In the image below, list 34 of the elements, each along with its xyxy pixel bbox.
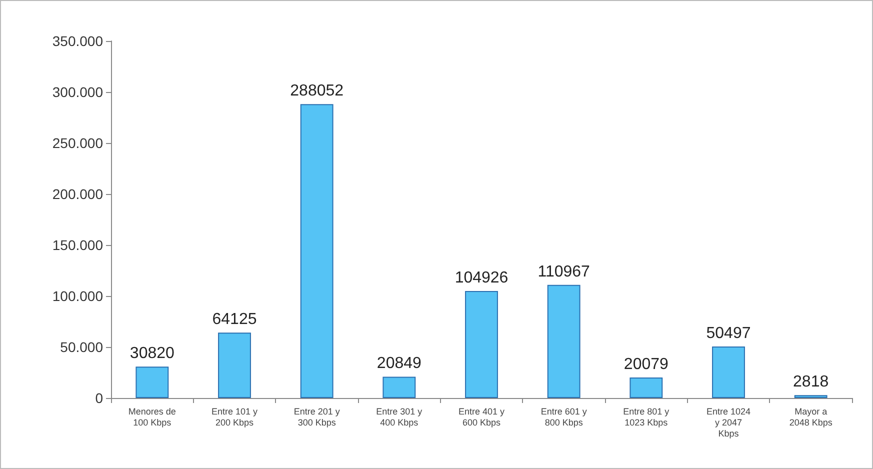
x-tick-label: Entre 301 y 400 Kbps [376, 406, 423, 428]
y-tick-label: 250.000 [52, 135, 104, 151]
data-label: 30820 [130, 345, 175, 362]
x-tick-label: Entre 201 y 300 Kbps [294, 406, 340, 428]
data-label: 20849 [376, 355, 422, 372]
bar [382, 376, 416, 398]
data-label: 288052 [290, 82, 344, 100]
x-tick-label: Entre 1024 y 2047 Kbps [706, 406, 751, 438]
bar [547, 284, 580, 398]
bar [630, 378, 663, 398]
y-tick-label: 350.000 [52, 33, 104, 49]
y-tick-label: 100.000 [52, 288, 104, 304]
y-tick-label: 150.000 [52, 237, 104, 253]
bar [712, 346, 745, 398]
bar [300, 104, 334, 398]
x-tick-label: Entre 401 y 600 Kbps [458, 406, 506, 428]
y-tick-label: 200.000 [52, 186, 104, 202]
x-tick-label: Entre 601 y 800 Kbps [540, 406, 588, 428]
x-tick-label: Entre 101 y 200 Kbps [211, 406, 258, 428]
data-label: 64125 [212, 311, 257, 328]
bar [136, 366, 169, 398]
bar [465, 290, 498, 398]
data-label: 110967 [538, 263, 590, 280]
data-label: 2818 [793, 374, 829, 391]
y-tick-label: 0 [95, 390, 104, 406]
x-tick-label: Mayor a 2048 Kbps [789, 406, 833, 428]
bar [218, 332, 251, 398]
x-tick-label: Entre 801 y 1023 Kbps [623, 406, 670, 428]
data-label: 50497 [706, 324, 751, 342]
data-label: 20079 [624, 356, 669, 374]
y-tick-label: 50.000 [60, 339, 104, 355]
data-label: 104926 [454, 269, 508, 286]
y-tick-label: 300.000 [52, 84, 104, 100]
x-tick-label: Menores de 100 Kbps [128, 406, 176, 428]
